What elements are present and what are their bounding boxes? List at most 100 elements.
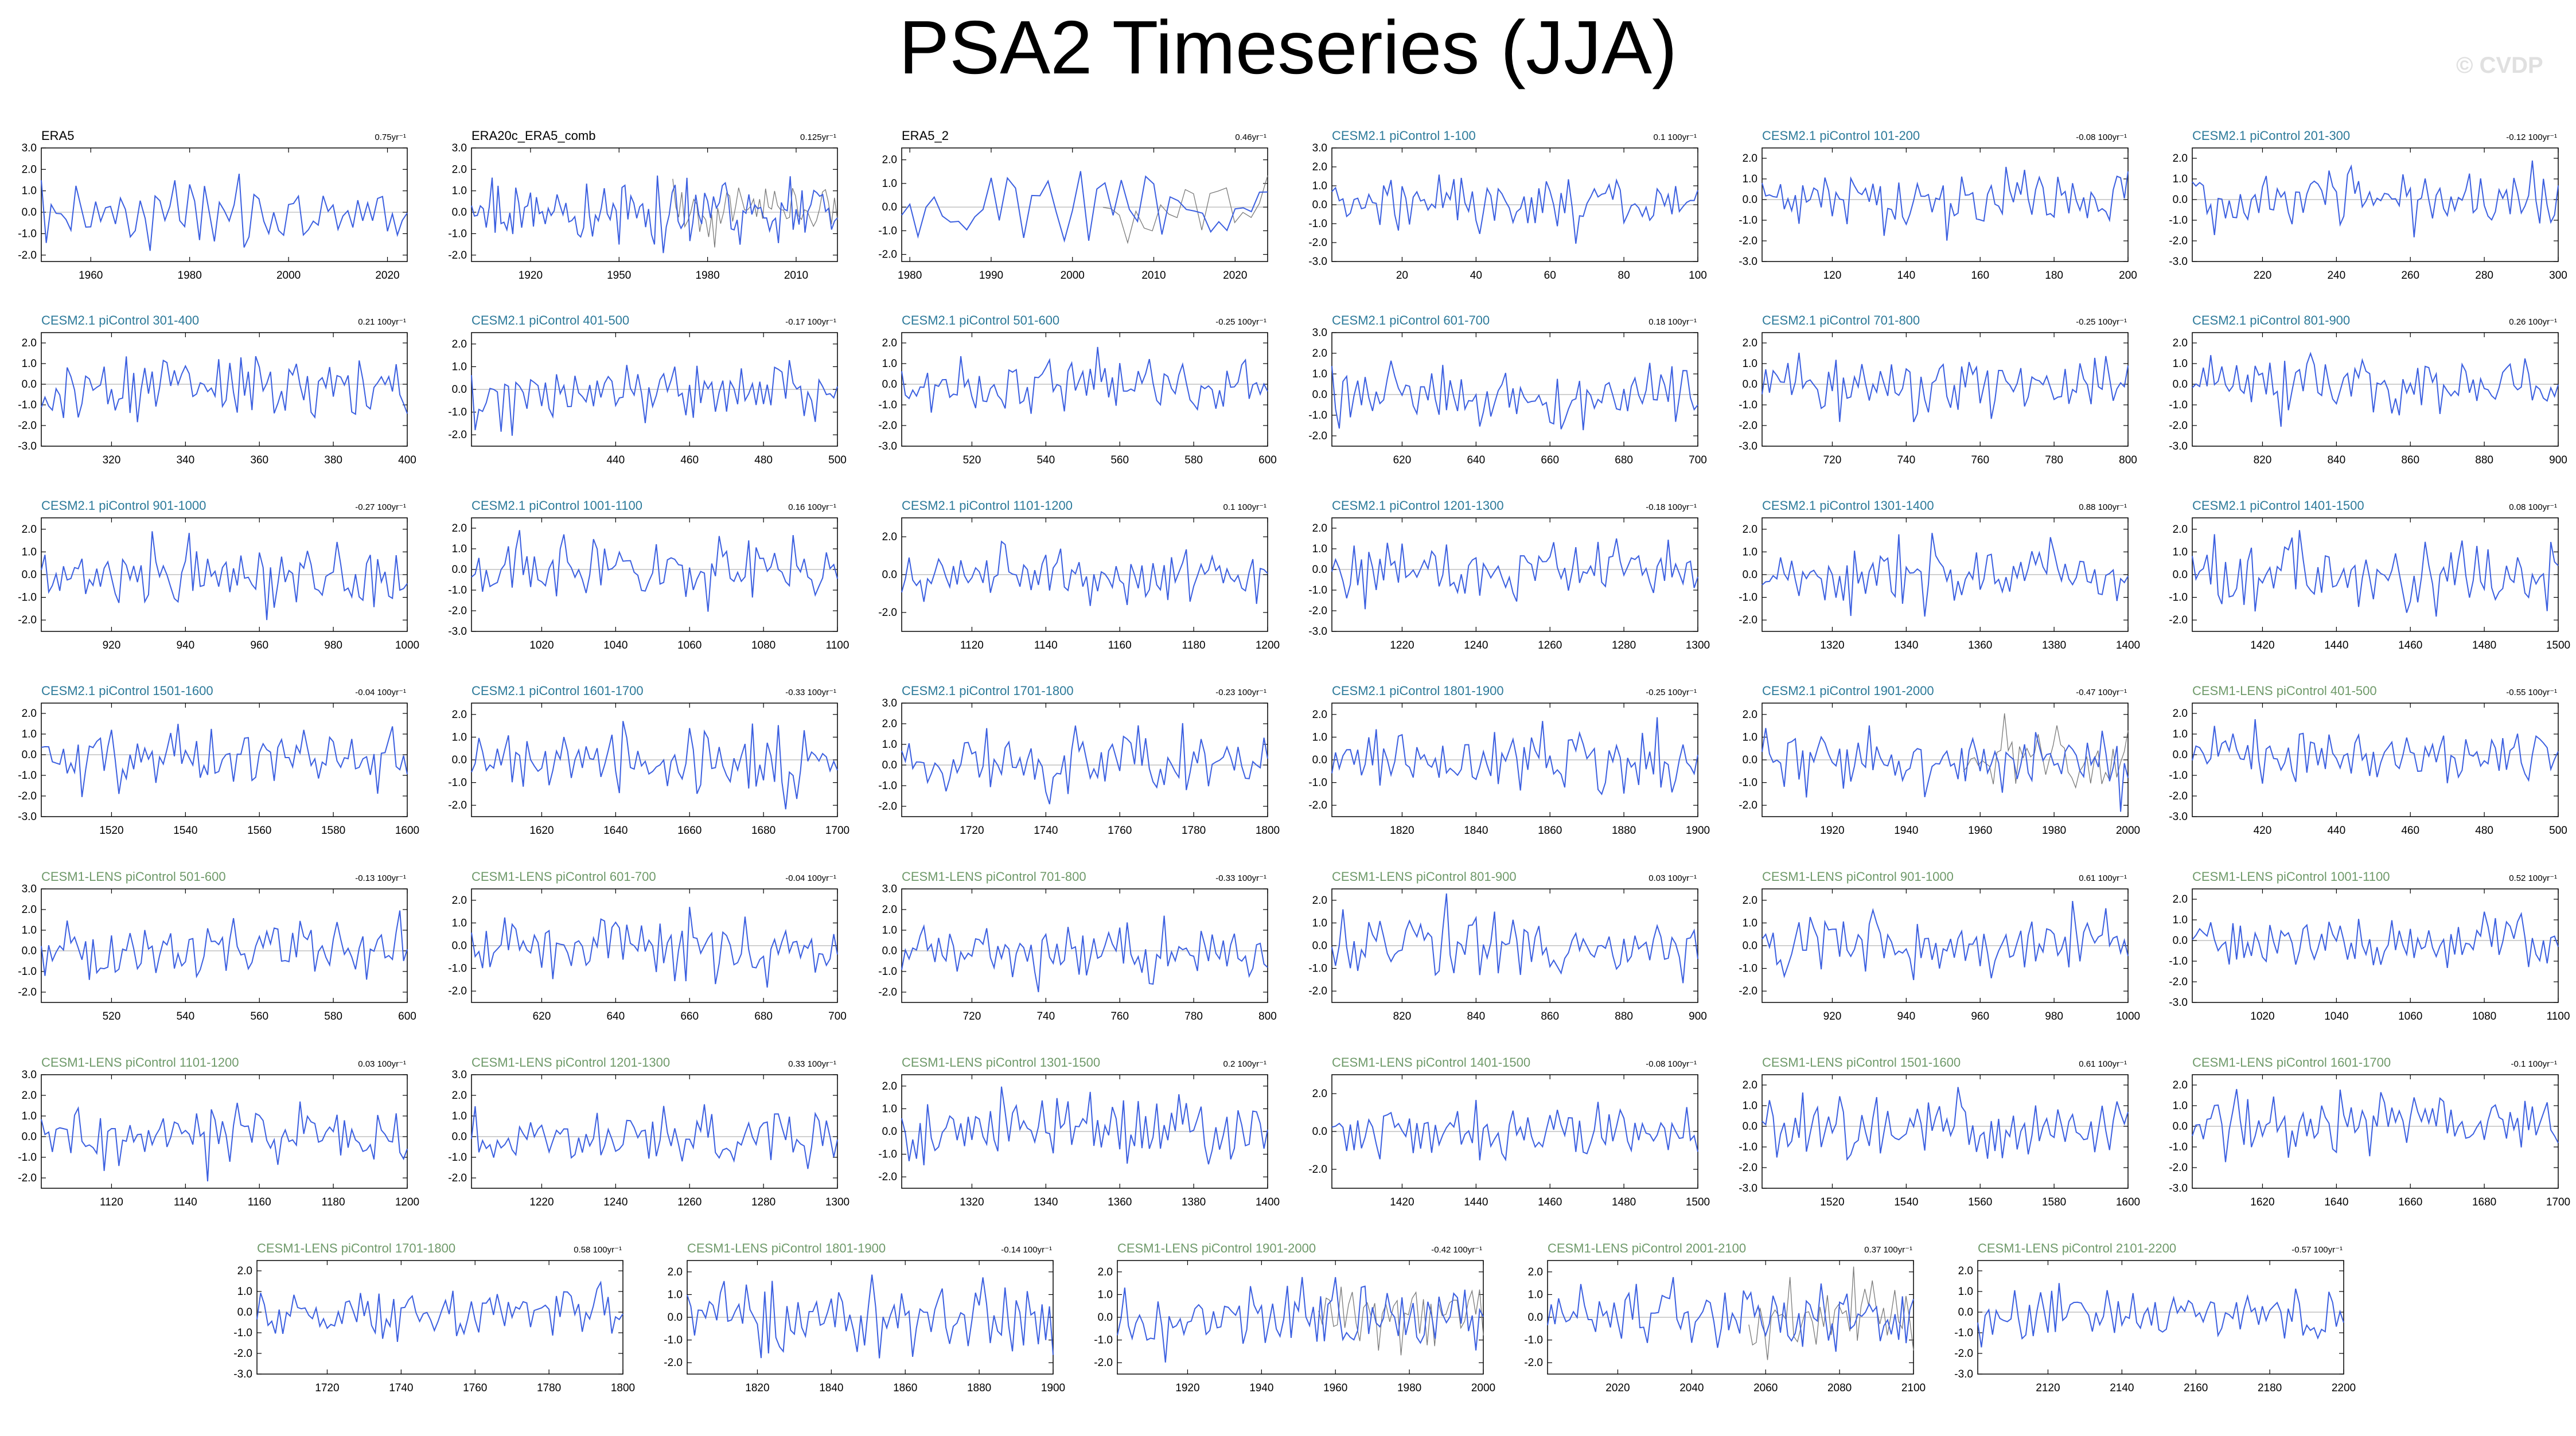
timeseries-panel: CESM2.1 piControl 501-600 -0.25 100yr⁻¹ 2.… — [878, 313, 1277, 466]
timeseries-panel: CESM2.1 piControl 1001-1100 0.16 100yr⁻¹ 2… — [448, 498, 849, 651]
x-tick-label: 1100 — [826, 639, 849, 651]
y-tick-label: -1.0 — [1308, 584, 1327, 596]
series-line — [1547, 1277, 1914, 1352]
timeseries-panel: CESM1-LENS piControl 1801-1900 -0.14 100y… — [664, 1241, 1065, 1394]
y-tick-label: 1.0 — [1312, 543, 1327, 555]
series-line — [41, 724, 408, 797]
panel-title: ERA5_2 — [902, 128, 949, 143]
x-tick-label: 1800 — [1256, 825, 1280, 837]
y-tick-label: -2.0 — [1739, 1162, 1757, 1174]
panel-trend: 0.16 100yr⁻¹ — [788, 502, 836, 512]
series-line — [1117, 1277, 1484, 1363]
x-tick-label: 2100 — [1901, 1382, 1926, 1394]
y-tick-label: 1.0 — [2173, 914, 2188, 926]
y-tick-label: 1.0 — [2173, 358, 2188, 370]
x-tick-label: 860 — [1541, 1010, 1559, 1023]
x-tick-label: 1720 — [960, 825, 984, 837]
x-tick-label: 360 — [250, 454, 268, 466]
x-tick-label: 1540 — [173, 825, 197, 837]
panel-trend: 0.61 100yr⁻¹ — [2079, 873, 2127, 883]
y-tick-label: 2.0 — [452, 1090, 467, 1102]
panel-title: CESM2.1 piControl 1401-1500 — [2192, 498, 2364, 513]
panel-title: CESM1-LENS piControl 1001-1100 — [2192, 869, 2390, 884]
series-line — [41, 173, 408, 251]
y-tick-label: -2.0 — [878, 1171, 897, 1183]
y-tick-label: -2.0 — [1308, 799, 1327, 811]
timeseries-panel: CESM2.1 piControl 1-100 0.1 100yr⁻¹ 3.0 2.0… — [1308, 128, 1707, 282]
y-tick-label: -1.0 — [1308, 963, 1327, 975]
y-tick-label: 0.0 — [882, 201, 897, 213]
y-tick-label: -1.0 — [1739, 399, 1757, 411]
y-tick-label: 2.0 — [882, 154, 897, 166]
y-tick-label: -1.0 — [664, 1334, 683, 1347]
x-tick-label: 1880 — [967, 1382, 991, 1394]
y-tick-label: 1.0 — [1312, 917, 1327, 929]
x-tick-label: 1380 — [2042, 639, 2066, 651]
x-tick-label: 640 — [606, 1010, 625, 1023]
series-line — [1761, 166, 2129, 241]
y-tick-label: 0.0 — [22, 569, 37, 581]
y-tick-label: -2.0 — [1308, 985, 1327, 997]
panel-frame — [2192, 147, 2559, 262]
x-tick-label: 180 — [2045, 270, 2063, 282]
x-tick-label: 1760 — [463, 1382, 487, 1394]
series-line — [471, 1104, 838, 1169]
x-tick-label: 120 — [1823, 270, 1842, 282]
y-tick-label: -2.0 — [18, 1172, 37, 1184]
y-tick-label: -3.0 — [2169, 440, 2188, 452]
x-tick-label: 1380 — [1182, 1196, 1206, 1208]
y-tick-label: -3.0 — [18, 440, 37, 452]
y-tick-label: 2.0 — [1743, 524, 1757, 536]
y-tick-label: 1.0 — [22, 358, 37, 370]
x-tick-label: 880 — [2475, 454, 2493, 466]
y-tick-label: 1.0 — [22, 728, 37, 740]
panel-trend: 0.33 100yr⁻¹ — [788, 1059, 836, 1069]
y-tick-label: 2.0 — [1743, 709, 1757, 721]
x-tick-label: 1660 — [677, 825, 702, 837]
panel-trend: 0.125yr⁻¹ — [800, 132, 836, 142]
panel-frame — [1761, 1074, 2129, 1189]
x-tick-label: 1600 — [395, 825, 419, 837]
y-tick-label: 0.0 — [22, 749, 37, 761]
series-line — [41, 531, 408, 621]
x-tick-label: 1760 — [1108, 825, 1132, 837]
x-tick-label: 1000 — [2116, 1010, 2140, 1023]
y-tick-label: 2.0 — [22, 337, 37, 349]
x-tick-label: 1980 — [695, 270, 719, 282]
x-tick-label: 540 — [1036, 454, 1055, 466]
x-tick-label: 1140 — [174, 1196, 197, 1208]
panel-frame — [2192, 332, 2559, 447]
panel-frame — [1761, 147, 2129, 262]
x-tick-label: 260 — [2401, 270, 2419, 282]
series-line — [1331, 538, 1698, 610]
panel-trend: -0.13 100yr⁻¹ — [355, 873, 406, 883]
y-tick-label: -1.0 — [18, 1152, 37, 1164]
x-tick-label: 140 — [1897, 270, 1915, 282]
timeseries-panel: CESM2.1 piControl 201-300 -0.12 100yr⁻¹ 2.… — [2169, 128, 2567, 282]
panel-title: CESM1-LENS piControl 801-900 — [1332, 869, 1517, 884]
y-tick-label: -2.0 — [2169, 1162, 2188, 1174]
y-tick-label: -1.0 — [2169, 399, 2188, 411]
y-tick-label: 1.0 — [22, 1110, 37, 1122]
x-tick-label: 1560 — [247, 825, 271, 837]
y-tick-label: -2.0 — [18, 614, 37, 626]
x-tick-label: 1480 — [1612, 1196, 1636, 1208]
series-line — [1331, 893, 1698, 984]
x-tick-label: 480 — [2475, 825, 2493, 837]
panel-trend: -0.14 100yr⁻¹ — [1001, 1245, 1052, 1255]
panel-title: CESM2.1 piControl 401-500 — [471, 313, 629, 327]
y-tick-label: 0.0 — [1312, 940, 1327, 952]
x-tick-label: 1640 — [603, 825, 628, 837]
x-tick-label: 800 — [2119, 454, 2137, 466]
y-tick-label: -1.0 — [878, 225, 897, 237]
y-tick-label: -3.0 — [1739, 440, 1757, 452]
x-tick-label: 1180 — [1182, 639, 1206, 651]
panel-trend: 0.52 100yr⁻¹ — [2509, 873, 2557, 883]
x-tick-label: 1160 — [1108, 639, 1132, 651]
x-tick-label: 1220 — [1390, 639, 1414, 651]
panel-title: CESM2.1 piControl 701-800 — [1762, 313, 1920, 327]
x-tick-label: 1960 — [79, 270, 103, 282]
timeseries-panel: CESM2.1 piControl 801-900 0.26 100yr⁻¹ 2.0… — [2169, 313, 2567, 466]
